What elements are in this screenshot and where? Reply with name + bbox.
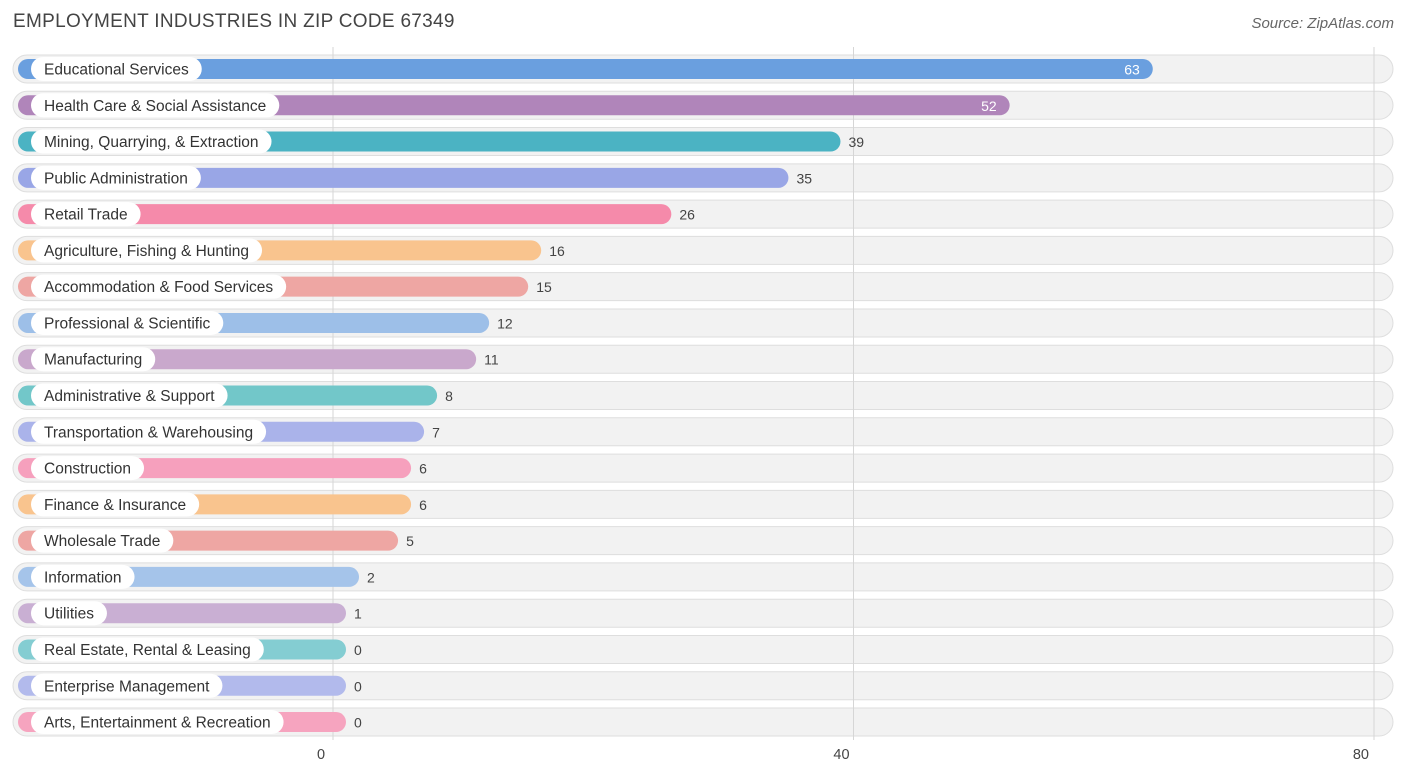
bar-label-pill: [31, 129, 272, 154]
row-track: [12, 634, 1394, 664]
bar-label: Health Care & Social Assistance: [44, 98, 266, 115]
bar-value: 5: [406, 533, 414, 549]
source-label: Source: ZipAtlas.com: [1251, 15, 1394, 32]
bar-label: Agriculture, Fishing & Hunting: [44, 243, 249, 260]
bar-label-pill: [31, 673, 223, 698]
bar-label-pill: [31, 274, 287, 299]
x-tick-label: 0: [317, 747, 325, 763]
bar-label: Finance & Insurance: [44, 497, 186, 514]
bar-label-pill: [31, 492, 200, 517]
x-tick-label: 40: [833, 747, 849, 763]
bar-label-pill: [31, 347, 156, 372]
bar-value: 6: [419, 497, 427, 513]
bar-label-pill: [31, 238, 263, 263]
bar-label-pill: [31, 710, 284, 735]
bar-value: 63: [1124, 62, 1140, 78]
bar-label-pill: [31, 601, 107, 626]
bar: [18, 167, 789, 188]
row-track: [12, 707, 1394, 737]
bar-label: Real Estate, Rental & Leasing: [44, 642, 251, 659]
bar-value: 1: [354, 606, 362, 622]
bar-value: 0: [354, 678, 362, 694]
bar-label: Public Administration: [44, 170, 188, 187]
bar-label: Administrative & Support: [44, 388, 215, 405]
bar-label-pill: [31, 564, 135, 589]
bar-value: 8: [445, 388, 453, 404]
x-tick-label: 80: [1353, 747, 1369, 763]
bar-label-pill: [31, 419, 267, 444]
bar-label: Arts, Entertainment & Recreation: [44, 715, 271, 732]
bar-label: Professional & Scientific: [44, 315, 211, 332]
bar-label: Mining, Quarrying, & Extraction: [44, 134, 259, 151]
bar-value: 2: [367, 569, 375, 585]
bar-label: Accommodation & Food Services: [44, 279, 273, 296]
row-track: [12, 671, 1394, 701]
bar-value: 6: [419, 461, 427, 477]
bar-label: Wholesale Trade: [44, 533, 160, 550]
bar-value: 35: [796, 170, 812, 186]
bar-value: 7: [432, 424, 440, 440]
bar-value: 26: [679, 207, 695, 223]
bar-label: Utilities: [44, 606, 94, 623]
bar-label-pill: [31, 456, 145, 481]
bar-value: 12: [497, 315, 513, 331]
bar-label-pill: [31, 637, 264, 662]
bar-label-pill: [31, 93, 280, 118]
bar-label: Retail Trade: [44, 207, 128, 224]
row-track: [12, 598, 1394, 628]
chart-title: EMPLOYMENT INDUSTRIES IN ZIP CODE 67349: [13, 11, 455, 32]
bar-label: Information: [44, 569, 122, 586]
bar-value: 11: [484, 352, 499, 368]
bar-label-pill: [31, 57, 202, 81]
bar-label-pill: [31, 383, 228, 408]
bar-value: 52: [981, 98, 997, 114]
bar-value: 16: [549, 243, 565, 259]
bar-label: Educational Services: [44, 62, 189, 79]
bar-label-pill: [31, 310, 224, 335]
row-track: [12, 562, 1394, 592]
bar-value: 0: [354, 715, 362, 731]
bar-value: 15: [536, 279, 552, 295]
bar-value: 0: [354, 642, 362, 658]
bar-label: Construction: [44, 461, 131, 478]
bar: [18, 59, 1153, 79]
bar-label-pill: [31, 202, 141, 227]
bar-label-pill: [31, 528, 174, 553]
bar-label: Enterprise Management: [44, 678, 210, 695]
bar-label: Transportation & Warehousing: [44, 424, 253, 441]
bar: [18, 204, 672, 225]
bar-label-pill: [31, 165, 201, 190]
bar-label: Manufacturing: [44, 352, 142, 369]
bar-value: 39: [848, 134, 864, 150]
